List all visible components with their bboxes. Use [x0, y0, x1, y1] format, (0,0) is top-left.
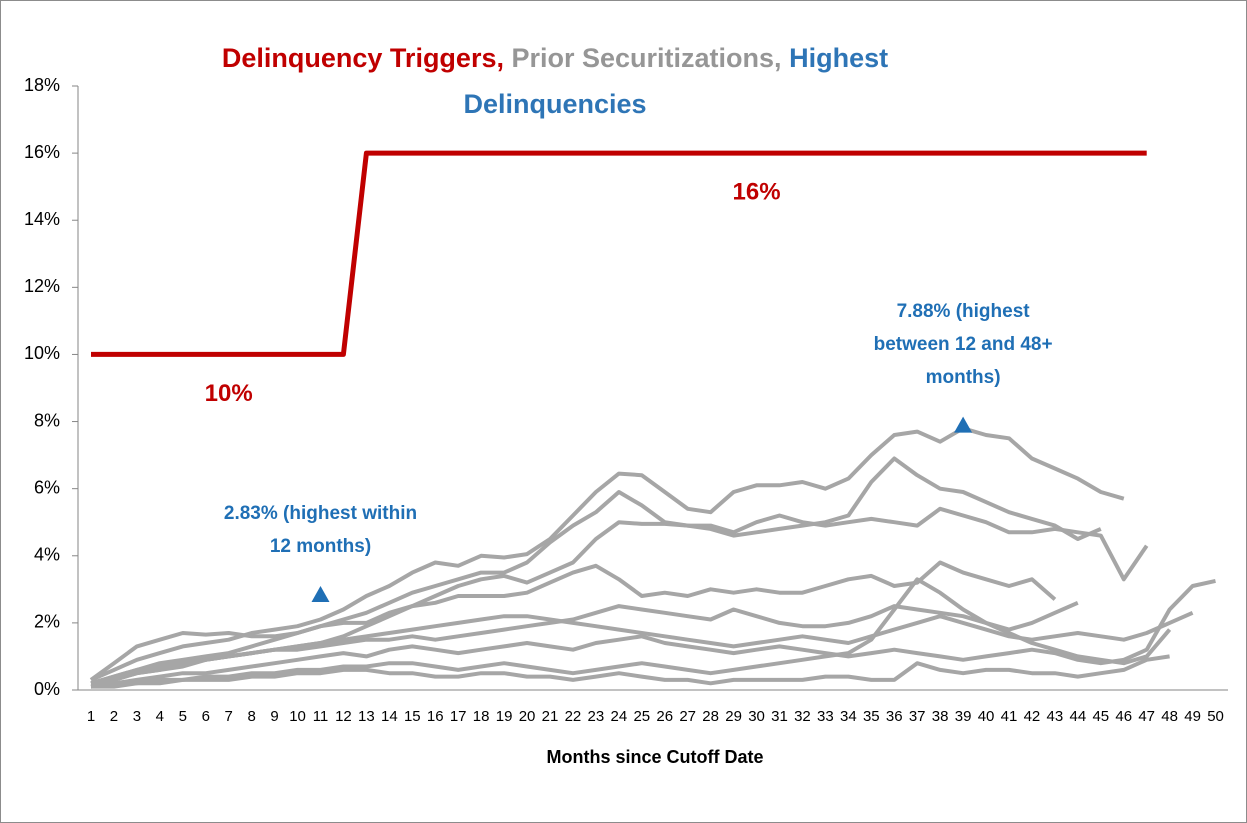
- x-tick-label: 43: [1047, 708, 1064, 725]
- title-part: Highest Delinquencies: [463, 43, 889, 119]
- y-tick-label: 8%: [34, 410, 60, 430]
- y-tick-label: 14%: [24, 209, 60, 229]
- x-tick-label: 2: [110, 708, 118, 725]
- y-tick-label: 4%: [34, 545, 60, 565]
- prior-securitization-line: [90, 578, 1216, 689]
- x-tick-label: 25: [633, 708, 650, 725]
- y-tick-label: 12%: [24, 276, 60, 296]
- x-tick-label: 28: [702, 708, 719, 725]
- x-tick-label: 5: [179, 708, 187, 725]
- x-axis-title: Months since Cutoff Date: [546, 747, 763, 767]
- x-tick-label: 20: [519, 708, 536, 725]
- x-tick-label: 35: [863, 708, 880, 725]
- x-tick-label: 39: [955, 708, 972, 725]
- x-tick-label: 17: [450, 708, 467, 725]
- x-tick-label: 7: [225, 708, 233, 725]
- x-tick-label: 3: [133, 708, 141, 725]
- y-tick-label: 6%: [34, 477, 60, 497]
- x-tick-label: 27: [679, 708, 696, 725]
- title-part: Delinquency Triggers,: [221, 43, 504, 73]
- highest-label: 7.88% (highest between 12 and 48+ months…: [873, 300, 1053, 388]
- x-tick-label: 10: [289, 708, 306, 725]
- x-tick-label: 31: [771, 708, 788, 725]
- prior-securitization-line: [89, 560, 1057, 682]
- y-tick-label: 10%: [24, 343, 60, 363]
- x-tick-label: 19: [496, 708, 513, 725]
- highest-label: 2.83% (highest within 12 months): [223, 503, 418, 558]
- chart-title: Delinquency Triggers, Prior Securitizati…: [150, 35, 960, 127]
- x-tick-label: 29: [725, 708, 742, 725]
- x-tick-label: 47: [1138, 708, 1155, 725]
- x-tick-label: 23: [588, 708, 605, 725]
- highest-marker: [954, 416, 973, 433]
- x-tick-label: 6: [202, 708, 210, 725]
- x-tick-label: 21: [542, 708, 559, 725]
- x-tick-label: 32: [794, 708, 811, 725]
- prior-securitization-line: [90, 610, 1194, 686]
- x-tick-label: 14: [381, 708, 398, 725]
- x-tick-label: 48: [1161, 708, 1178, 725]
- y-tick-label: 18%: [24, 75, 60, 95]
- x-tick-label: 50: [1207, 708, 1224, 725]
- prior-securitization-line: [90, 456, 1102, 686]
- x-tick-label: 22: [565, 708, 582, 725]
- x-tick-label: 37: [909, 708, 926, 725]
- trigger-label: 16%: [733, 178, 781, 205]
- x-tick-label: 24: [611, 708, 628, 725]
- prior-securitization-line: [90, 426, 1125, 682]
- x-tick-label: 16: [427, 708, 444, 725]
- x-tick-label: 15: [404, 708, 421, 725]
- x-tick-label: 42: [1024, 708, 1041, 725]
- x-tick-label: 30: [748, 708, 765, 725]
- x-tick-label: 49: [1184, 708, 1201, 725]
- x-tick-label: 9: [270, 708, 278, 725]
- x-tick-label: 18: [473, 708, 490, 725]
- trigger-label: 10%: [205, 380, 253, 407]
- y-tick-label: 2%: [34, 612, 60, 632]
- title-part: Prior Securitizations,: [511, 43, 782, 73]
- x-tick-label: 13: [358, 708, 375, 725]
- x-tick-label: 1: [87, 708, 95, 725]
- x-tick-label: 12: [335, 708, 352, 725]
- trigger-line: [91, 150, 1147, 357]
- prior-securitization-line: [90, 577, 1172, 689]
- y-tick-label: 16%: [24, 142, 60, 162]
- x-tick-label: 46: [1115, 708, 1132, 725]
- y-tick-label: 0%: [34, 679, 60, 699]
- x-tick-label: 34: [840, 708, 857, 725]
- prior-securitization-line: [91, 654, 1170, 689]
- x-tick-label: 11: [313, 708, 329, 725]
- x-tick-label: 45: [1092, 708, 1109, 725]
- x-tick-label: 41: [1001, 708, 1018, 725]
- x-tick-label: 44: [1070, 708, 1087, 725]
- x-tick-label: 33: [817, 708, 834, 725]
- x-tick-label: 26: [656, 708, 673, 725]
- x-tick-label: 38: [932, 708, 949, 725]
- x-tick-label: 8: [247, 708, 255, 725]
- highest-marker: [311, 586, 330, 603]
- x-tick-label: 40: [978, 708, 995, 725]
- x-tick-label: 4: [156, 708, 164, 725]
- x-tick-label: 36: [886, 708, 903, 725]
